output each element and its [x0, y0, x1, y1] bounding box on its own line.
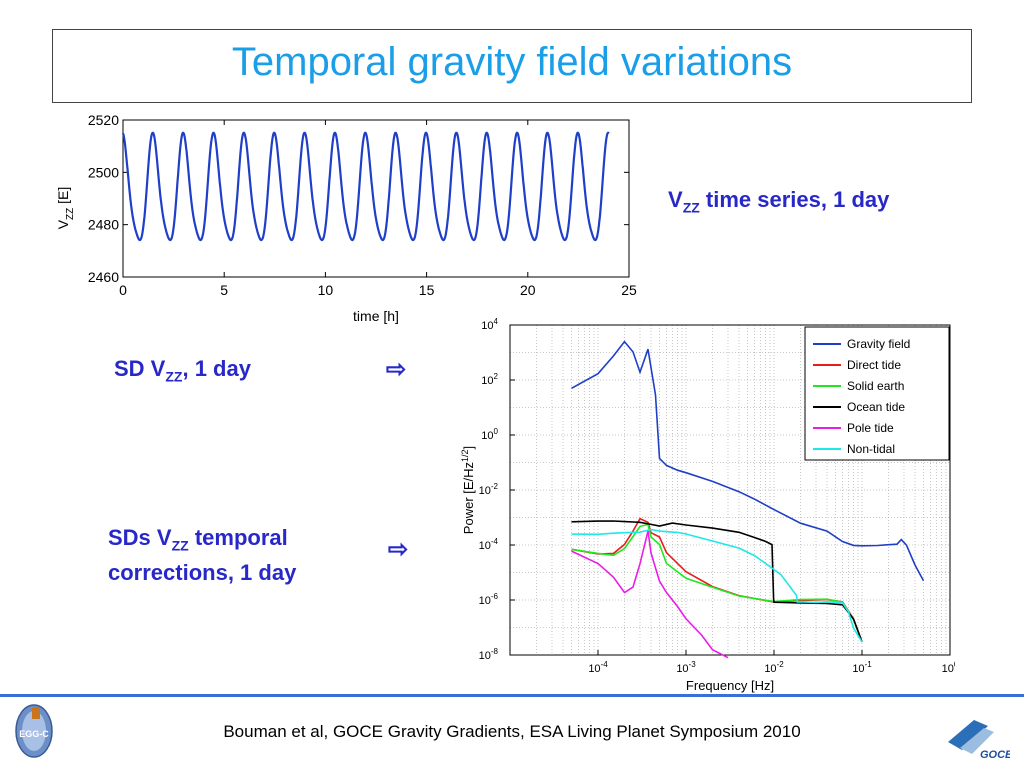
svg-text:EGG-C: EGG-C [19, 729, 49, 739]
psd-y-tick-label: 104 [481, 317, 498, 332]
psd-series-line-0 [571, 340, 925, 582]
svg-text:GOCE: GOCE [980, 749, 1010, 761]
psd-x-tick-label: 10-4 [588, 660, 608, 675]
ts-xlabel: time [h] [353, 308, 399, 324]
psd-x-tick-label: 100 [942, 660, 955, 675]
psd-y-tick-label: 10-2 [479, 482, 499, 497]
psd-series-line-5 [571, 528, 863, 643]
arrow-right-icon: ⇨ [388, 536, 409, 563]
psd-y-tick-label: 102 [481, 372, 498, 387]
ts-plot-frame [122, 119, 630, 278]
psd-y-tick-label: 10-6 [479, 592, 499, 607]
ts-x-tick-label: 5 [220, 282, 228, 298]
psd-ylabel: Power [E/Hz1/2] [460, 446, 476, 534]
psd-legend-label: Non-tidal [847, 442, 895, 456]
psd-legend-label: Gravity field [847, 337, 910, 351]
psd-legend-box [804, 326, 950, 461]
psd-y-tick-label: 10-8 [479, 647, 499, 662]
ts-y-tick-label: 2460 [88, 269, 119, 285]
psd-x-tick-label: 10-3 [676, 660, 696, 675]
title-box: Temporal gravity field variations [52, 29, 972, 103]
psd-legend-label: Ocean tide [847, 400, 905, 414]
ts-y-tick-label: 2520 [88, 112, 119, 128]
psd-series-line-2 [571, 523, 863, 643]
psd-legend-label: Solid earth [847, 379, 904, 393]
ts-x-tick-label: 25 [621, 282, 637, 298]
slide-title: Temporal gravity field variations [231, 40, 793, 84]
egg-c-logo: EGG-C [15, 704, 53, 758]
psd-series-line-4 [571, 530, 729, 659]
ts-series-line [121, 131, 610, 242]
time-series-chart: 0 5 10 15 20 25 2460 2480 2500 2520 time [h] VZZ … [55, 112, 637, 324]
arrow-right-icon: ⇨ [386, 356, 407, 383]
ts-y-tick-label: 2480 [88, 217, 119, 233]
psd-legend-label: Direct tide [847, 358, 901, 372]
footer-divider [0, 694, 1024, 697]
caption-sds: SDs VZZ temporal corrections, 1 day [108, 525, 297, 586]
caption-timeseries: VZZ time series, 1 day [668, 187, 890, 216]
ts-y-tick-label: 2500 [88, 164, 119, 180]
ts-x-tick-label: 20 [520, 282, 536, 298]
ts-x-tick-label: 0 [119, 282, 127, 298]
psd-series-line-3 [571, 520, 863, 643]
psd-x-tick-label: 10-2 [764, 660, 784, 675]
psd-y-tick-label: 100 [481, 427, 498, 442]
ts-x-tick-label: 15 [419, 282, 435, 298]
ts-x-tick-label: 10 [318, 282, 334, 298]
psd-chart: 10-4 10-3 10-2 10-1 100 10-8 10-6 10-4 10-2 100 10… [455, 315, 955, 695]
ts-ylabel: VZZ [E] [55, 187, 76, 230]
footer-citation: Bouman et al, GOCE Gravity Gradients, ES… [223, 722, 801, 741]
goce-logo: GOCE [948, 720, 1010, 761]
psd-legend: Gravity field Direct tide Solid earth Ocean… [804, 326, 950, 461]
psd-x-tick-label: 10-1 [852, 660, 872, 675]
caption-sd: SD VZZ, 1 day [114, 356, 251, 385]
psd-y-tick-label: 10-4 [479, 537, 499, 552]
psd-xlabel: Frequency [Hz] [686, 678, 774, 693]
psd-legend-label: Pole tide [847, 421, 894, 435]
